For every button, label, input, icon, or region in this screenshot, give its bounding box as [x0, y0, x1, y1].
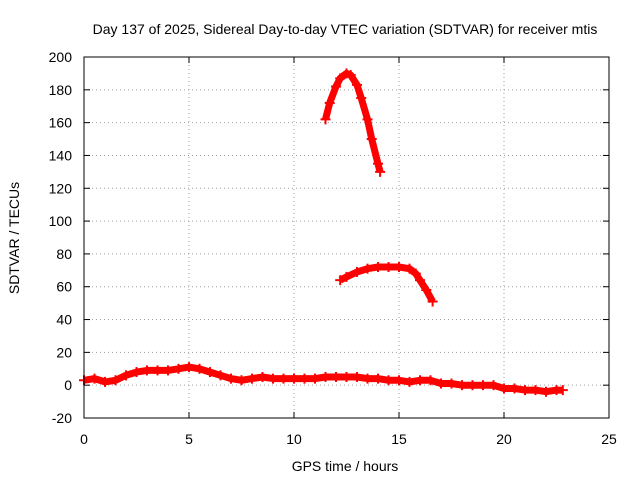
data-point [335, 275, 346, 286]
data-point [383, 262, 394, 273]
data-point [362, 263, 373, 274]
data-point [467, 380, 478, 391]
x-tick-label: 10 [286, 431, 302, 447]
data-point [331, 371, 341, 382]
data-point [427, 296, 438, 307]
data-point [415, 375, 425, 386]
data-point [236, 375, 247, 386]
data-point [488, 380, 499, 391]
data-point [373, 262, 383, 273]
series-line-arc-high [322, 69, 384, 173]
x-tick-label: 5 [185, 431, 193, 447]
data-point [299, 373, 310, 384]
data-point [499, 383, 509, 394]
axis-ticks: -20 0 20 40 60 80 100 120 140 160 180 200 0 5 10 15 20 25 [49, 49, 617, 447]
y-tick-label: 100 [49, 213, 73, 229]
data-point [446, 378, 457, 389]
data-point [184, 362, 194, 373]
y-tick-label: 120 [49, 180, 73, 196]
data-point [373, 158, 383, 169]
data-point [394, 375, 404, 386]
data-point [356, 93, 367, 104]
data-point [121, 370, 131, 381]
data-point [404, 263, 415, 274]
data-point [268, 373, 278, 384]
data-series [79, 68, 568, 397]
x-tick-label: 15 [391, 431, 407, 447]
data-point [320, 114, 331, 125]
data-point [362, 373, 373, 384]
data-point [226, 373, 236, 384]
data-point [557, 385, 568, 396]
y-tick-label: 80 [56, 246, 72, 262]
x-tick-label: 20 [496, 431, 512, 447]
y-tick-label: 20 [56, 344, 72, 360]
data-point [530, 385, 541, 396]
data-point [163, 365, 173, 376]
data-point [89, 373, 100, 384]
data-point [100, 376, 110, 387]
y-tick-label: -20 [52, 410, 72, 426]
data-point [320, 371, 331, 382]
data-point [247, 373, 257, 384]
data-point [352, 79, 362, 90]
data-point [375, 166, 386, 177]
y-tick-label: 200 [49, 49, 73, 65]
y-tick-label: 140 [49, 147, 73, 163]
y-tick-label: 180 [49, 82, 73, 98]
plot-frame [83, 56, 610, 419]
data-point [352, 371, 362, 382]
x-tick-label: 25 [601, 431, 617, 447]
data-point [457, 380, 467, 391]
data-point [289, 373, 299, 384]
data-point [541, 386, 551, 397]
data-point [436, 378, 446, 389]
data-point [173, 363, 184, 374]
data-point [415, 275, 425, 286]
data-point [421, 285, 432, 296]
data-point [142, 365, 152, 376]
data-point [215, 370, 226, 381]
data-point [352, 266, 362, 277]
data-point [509, 383, 520, 394]
x-tick-label: 0 [80, 431, 88, 447]
y-tick-label: 40 [56, 312, 72, 328]
data-point [194, 363, 205, 374]
data-point [345, 70, 356, 81]
x-axis-label: GPS time / hours [292, 458, 399, 474]
data-point [257, 371, 268, 382]
data-point [410, 268, 421, 279]
data-point [152, 365, 163, 376]
grid-lines [84, 57, 609, 418]
y-tick-label: 0 [64, 377, 72, 393]
data-point [278, 373, 289, 384]
data-point [362, 114, 373, 125]
data-point [310, 373, 320, 384]
data-point [383, 375, 394, 386]
data-point [478, 380, 488, 391]
data-point [366, 134, 377, 145]
data-point [373, 373, 383, 384]
data-point [341, 371, 352, 382]
data-point [324, 97, 335, 108]
data-point [404, 376, 415, 387]
data-point [131, 367, 142, 378]
data-point [331, 81, 341, 92]
data-point [341, 271, 352, 282]
y-tick-label: 60 [56, 279, 72, 295]
data-point [520, 385, 530, 396]
data-point [110, 375, 121, 386]
chart-title: Day 137 of 2025, Sidereal Day-to-day VTE… [93, 21, 598, 37]
data-point [425, 375, 436, 386]
y-tick-label: 160 [49, 115, 73, 131]
data-point [335, 73, 346, 84]
data-point [394, 262, 404, 273]
y-axis-label: SDTVAR / TECUs [6, 182, 22, 294]
data-point [205, 367, 215, 378]
